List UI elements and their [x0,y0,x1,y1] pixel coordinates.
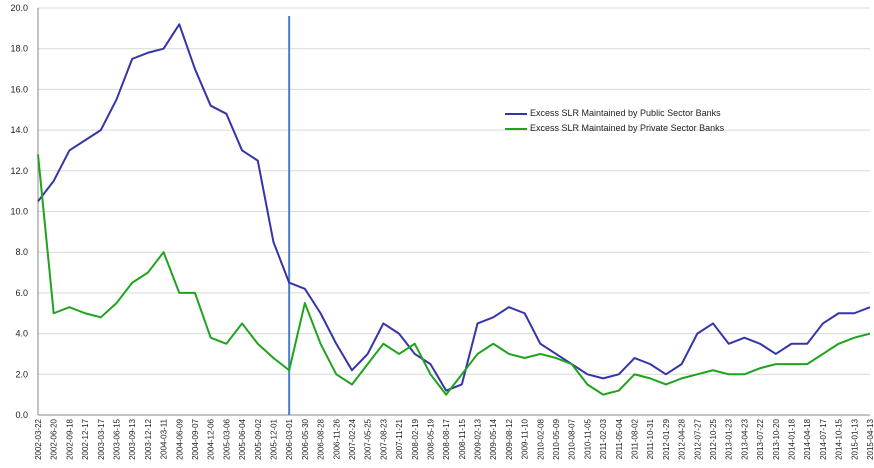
x-tick-label: 2012-10-25 [709,418,718,459]
x-tick-label: 2007-02-24 [348,418,357,459]
x-tick-label: 2014-07-17 [819,418,828,459]
y-tick-label: 12.0 [10,166,28,176]
x-tick-label: 2004-06-09 [175,418,184,459]
x-tick-label: 2003-12-12 [144,418,153,459]
x-tick-label: 2004-09-07 [191,418,200,459]
x-tick-label: 2011-05-04 [615,418,624,459]
x-tick-label: 2010-02-08 [536,418,545,459]
legend-label: Excess SLR Maintained by Public Sector B… [530,108,721,118]
x-tick-label: 2010-05-09 [552,418,561,459]
x-tick-label: 2007-05-25 [364,418,373,459]
x-tick-label: 2010-11-05 [583,418,592,459]
x-tick-label: 2006-03-01 [285,418,294,459]
x-tick-label: 2006-08-28 [317,418,326,459]
legend-item: Excess SLR Maintained by Private Sector … [505,123,735,134]
x-tick-label: 2014-01-18 [788,418,797,459]
x-tick-label: 2003-03-17 [97,418,106,459]
x-tick-label: 2013-04-23 [740,418,749,459]
x-tick-label: 2004-12-06 [207,418,216,459]
x-tick-label: 2009-08-12 [505,418,514,459]
y-tick-label: 18.0 [10,44,28,54]
x-tick-label: 2006-05-30 [301,418,310,459]
x-tick-label: 2014-04-18 [803,418,812,459]
x-tick-label: 2011-08-02 [631,418,640,459]
y-tick-label: 10.0 [10,207,28,217]
y-tick-label: 20.0 [10,3,28,13]
x-tick-label: 2005-09-02 [254,418,263,459]
x-tick-label: 2008-05-19 [426,418,435,459]
x-tick-label: 2003-06-15 [112,418,121,459]
x-tick-label: 2002-09-18 [65,418,74,459]
x-tick-label: 2009-11-10 [521,418,530,459]
x-tick-label: 2008-11-15 [458,418,467,459]
y-tick-label: 16.0 [10,84,28,94]
x-tick-label: 2009-02-13 [474,418,483,459]
x-tick-label: 2011-10-31 [646,418,655,459]
series-line [37,23,871,392]
x-tick-label: 2006-11-26 [332,418,341,459]
x-tick-label: 2012-04-28 [678,418,687,459]
legend-swatch [505,128,527,130]
x-tick-label: 2009-05-14 [489,418,498,459]
legend-swatch [505,113,527,115]
x-tick-label: 2015-01-13 [850,418,859,459]
y-tick-label: 8.0 [15,247,28,257]
x-tick-label: 2011-02-03 [599,418,608,459]
x-tick-label: 2002-03-22 [34,418,43,459]
x-tick-label: 2008-08-17 [442,418,451,459]
x-tick-label: 2005-12-01 [269,418,278,459]
series-line [37,154,871,396]
y-tick-label: 14.0 [10,125,28,135]
x-tick-label: 2013-07-22 [756,418,765,459]
x-tick-label: 2010-08-07 [568,418,577,459]
x-tick-label: 2002-06-20 [50,418,59,459]
x-tick-label: 2004-03-11 [160,418,169,459]
x-tick-label: 2008-02-19 [411,418,420,459]
y-tick-label: 2.0 [15,369,28,379]
x-tick-label: 2002-12-17 [81,418,90,459]
legend: Excess SLR Maintained by Public Sector B… [505,108,735,138]
x-tick-label: 2015-04-13 [866,418,874,459]
x-tick-label: 2007-08-23 [379,418,388,459]
y-tick-label: 4.0 [15,329,28,339]
y-tick-label: 0.0 [15,410,28,420]
x-tick-label: 2014-10-15 [835,418,844,459]
x-tick-label: 2012-07-27 [693,418,702,459]
x-tick-label: 2003-09-13 [128,418,137,459]
legend-item: Excess SLR Maintained by Public Sector B… [505,108,735,119]
x-tick-label: 2007-11-21 [395,418,404,459]
x-tick-label: 2005-03-06 [222,418,231,459]
x-tick-label: 2005-06-04 [238,418,247,459]
legend-label: Excess SLR Maintained by Private Sector … [530,123,725,133]
y-tick-label: 6.0 [15,288,28,298]
x-tick-label: 2013-01-23 [725,418,734,459]
x-tick-label: 2012-01-29 [662,418,671,459]
x-tick-label: 2013-10-20 [772,418,781,459]
